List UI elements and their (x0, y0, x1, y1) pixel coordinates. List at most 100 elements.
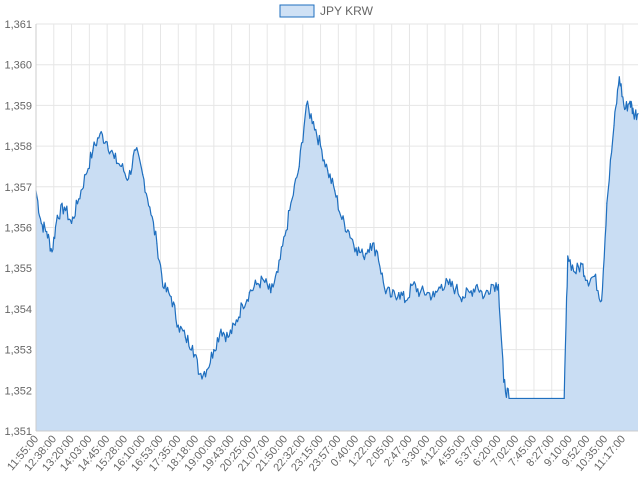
data-point (120, 165, 122, 168)
data-point (134, 149, 137, 151)
data-point (362, 255, 364, 257)
legend-label[interactable]: JPY KRW (320, 4, 374, 18)
data-point (533, 397, 535, 400)
data-point (398, 292, 400, 294)
data-point (184, 336, 186, 338)
data-point (106, 141, 108, 143)
data-point (199, 373, 201, 375)
y-axis-ticks: 1,351 1,352 1,353 1,354 1,355 1,356 1,357 1,358… (4, 19, 32, 438)
data-point (515, 397, 517, 400)
data-point (508, 397, 510, 400)
data-point (567, 255, 569, 257)
data-point (405, 300, 407, 302)
data-point (476, 283, 478, 286)
data-point (149, 206, 151, 208)
y-tick-label: 1,357 (4, 182, 32, 194)
data-point (613, 125, 615, 127)
data-point (433, 296, 435, 298)
data-point (213, 349, 215, 351)
data-point (334, 190, 336, 192)
data-point (376, 251, 379, 253)
data-point (632, 112, 635, 115)
y-tick-label: 1,361 (4, 19, 32, 31)
data-point (227, 336, 229, 338)
data-point (483, 296, 485, 298)
data-point (355, 247, 357, 249)
data-point (255, 283, 258, 286)
data-point (412, 283, 414, 286)
data-point (127, 178, 130, 180)
data-point (490, 283, 492, 286)
y-tick-label: 1,358 (4, 141, 32, 153)
data-point (156, 243, 158, 245)
data-point (455, 287, 457, 290)
data-point (191, 344, 194, 347)
data-point (85, 173, 87, 176)
data-point (263, 279, 265, 282)
data-point (440, 283, 443, 286)
data-point (291, 198, 293, 200)
area-series (35, 76, 639, 431)
data-point (56, 214, 58, 216)
data-point (319, 145, 322, 147)
data-point (40, 222, 42, 225)
data-point (92, 149, 94, 151)
data-point (220, 328, 222, 330)
area-fill (36, 76, 638, 431)
data-point (113, 157, 115, 159)
data-point (51, 251, 53, 253)
data-point (391, 296, 393, 298)
y-tick-label: 1,360 (4, 60, 32, 72)
data-point (551, 397, 553, 400)
axes (35, 24, 638, 432)
data-point (99, 133, 101, 135)
data-point (298, 165, 300, 168)
y-tick-label: 1,359 (4, 100, 32, 112)
data-point (600, 300, 603, 302)
data-point (563, 397, 565, 400)
y-tick-label: 1,354 (4, 304, 32, 316)
data-point (177, 324, 179, 326)
data-point (170, 296, 172, 298)
data-point (369, 243, 371, 245)
data-point (637, 112, 639, 115)
data-point (629, 100, 631, 102)
data-point (624, 108, 626, 111)
data-point (270, 292, 272, 294)
data-point (618, 76, 620, 78)
data-point (497, 283, 499, 286)
data-point (586, 279, 588, 282)
data-point (312, 121, 315, 123)
data-point (163, 287, 165, 290)
data-point (78, 198, 80, 200)
data-point (341, 218, 343, 220)
data-point (46, 230, 48, 233)
data-point (305, 104, 307, 106)
data-point (383, 287, 386, 290)
data-point (581, 263, 583, 265)
y-tick-label: 1,353 (4, 345, 32, 357)
legend-swatch[interactable] (279, 4, 315, 18)
data-point (206, 369, 208, 371)
data-point (63, 206, 66, 208)
y-tick-label: 1,355 (4, 263, 32, 275)
data-point (234, 324, 236, 326)
data-point (593, 275, 596, 277)
data-point (462, 296, 464, 298)
data-point (142, 173, 144, 176)
data-point (426, 292, 428, 294)
data-point (503, 381, 505, 383)
data-point (348, 230, 350, 233)
series-line (35, 76, 639, 400)
legend[interactable]: JPY KRW (279, 4, 374, 18)
y-tick-label: 1,352 (4, 385, 32, 397)
data-point (70, 222, 73, 225)
data-point (606, 202, 608, 204)
data-point (277, 271, 279, 273)
data-point (419, 292, 421, 294)
data-point (284, 235, 286, 237)
data-point (327, 169, 329, 172)
x-axis-ticks: 11:55:0012:38:0013:20:0014:03:0014:45:00… (5, 433, 628, 474)
